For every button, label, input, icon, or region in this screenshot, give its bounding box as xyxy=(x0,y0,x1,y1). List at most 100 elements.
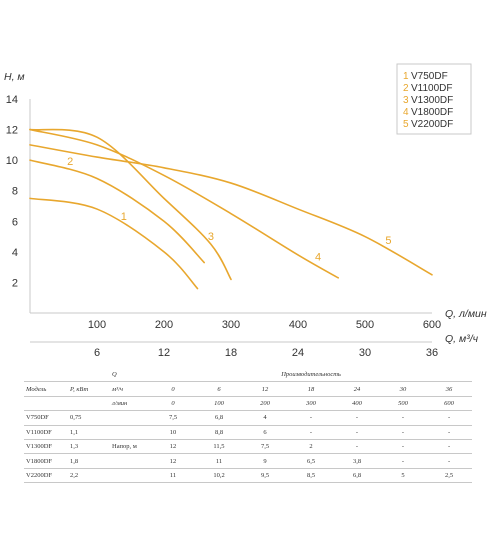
head-value: 12 xyxy=(150,439,196,455)
x2-tick-label: 12 xyxy=(158,347,170,359)
head-value: - xyxy=(426,425,473,440)
head-value: 9 xyxy=(242,453,288,469)
head-value: 8,8 xyxy=(196,425,242,440)
table-row: V1800DF 1,8 12 11 9 6,5 3,8- - xyxy=(24,453,473,469)
head-value: - xyxy=(334,410,380,426)
head-value: 10 xyxy=(150,425,196,440)
flow-lmin-value: 0 xyxy=(150,396,196,412)
legend-number: 1 xyxy=(403,71,409,82)
power-value: 1,3 xyxy=(68,439,110,455)
y-tick-label: 12 xyxy=(6,125,18,137)
curve-label: 1 xyxy=(121,211,127,223)
table-row: V1300DF 1,3 Напор, м 12 11,5 7,5 2- - - xyxy=(24,439,473,455)
flow-m3h-value: 6 xyxy=(196,381,242,397)
flow-lmin-value: 600 xyxy=(426,396,473,412)
power-header: P, кВт xyxy=(68,381,110,397)
x-tick-label: 500 xyxy=(356,319,374,331)
curve-V1100DF xyxy=(29,159,205,264)
x-axis-title: Q, л/мин xyxy=(445,308,487,320)
y-tick-label: 4 xyxy=(12,247,18,259)
head-value: - xyxy=(380,439,426,455)
unit-lmin: л/мин xyxy=(110,396,150,412)
flow-m3h-value: 24 xyxy=(334,381,380,397)
x2-tick-label: 30 xyxy=(359,347,371,359)
head-value: - xyxy=(334,425,380,440)
head-value: 3,8 xyxy=(334,453,380,469)
flow-lmin-value: 200 xyxy=(242,396,288,412)
head-value: - xyxy=(426,439,473,455)
head-value: 2,5 xyxy=(426,468,473,484)
curve-label: 4 xyxy=(315,251,321,263)
curve-V1800DF xyxy=(29,128,339,279)
head-value: 12 xyxy=(150,453,196,469)
x-tick-label: 400 xyxy=(289,319,307,331)
legend-entry: V1100DF xyxy=(411,83,453,94)
legend-number: 4 xyxy=(403,107,409,118)
legend-entry: V2200DF xyxy=(411,119,453,130)
head-label xyxy=(110,410,150,426)
legend-entry: V1800DF xyxy=(411,107,453,118)
model-name: V750DF xyxy=(24,410,68,426)
head-value: 4 xyxy=(242,410,288,426)
x-tick-labels: 100 200 300 400 500 600 xyxy=(88,319,441,331)
curve-label: 3 xyxy=(208,231,214,243)
head-value: 11,5 xyxy=(196,439,242,455)
head-value: 11 xyxy=(196,453,242,469)
head-value: - xyxy=(380,410,426,426)
performance-header: Производительность xyxy=(150,368,473,383)
y-tick-label: 8 xyxy=(12,186,18,198)
flow-m3h-value: 36 xyxy=(426,381,473,397)
power-value: 1,8 xyxy=(68,453,110,469)
performance-table: Q Производительность Модель P, кВт м³/ч 0 6 12 1… xyxy=(24,368,473,484)
x2-tick-label: 24 xyxy=(292,347,304,359)
power-value: 2,2 xyxy=(68,468,110,484)
x-tick-label: 100 xyxy=(88,319,106,331)
table-row: V2200DF 2,2 11 10,2 9,5 8,5 6,8 5 2,5 xyxy=(24,468,473,484)
power-value: 0,75 xyxy=(68,410,110,426)
head-value: 7,5 xyxy=(242,439,288,455)
head-value: 6,8 xyxy=(196,410,242,426)
curve-label: 2 xyxy=(67,156,73,168)
legend-number: 5 xyxy=(403,119,409,130)
x2-tick-label: 18 xyxy=(225,347,237,359)
model-header: Модель xyxy=(24,381,68,397)
x2-tick-labels: 6 12 18 24 30 36 xyxy=(94,347,438,359)
curve-label: 5 xyxy=(385,235,391,247)
y-axis-title: H, м xyxy=(4,71,25,83)
x-tick-label: 200 xyxy=(155,319,173,331)
head-value: 10,2 xyxy=(196,468,242,484)
x2-axis-title: Q, м³/ч xyxy=(445,333,479,345)
power-value: 1,1 xyxy=(68,425,110,440)
head-value: 5 xyxy=(380,468,426,484)
flow-m3h-value: 0 xyxy=(150,381,196,397)
head-value: - xyxy=(334,439,380,455)
head-value: 6,5 xyxy=(288,453,334,469)
model-name: V1100DF xyxy=(24,425,68,440)
head-value: - xyxy=(426,453,473,469)
flow-lmin-value: 400 xyxy=(334,396,380,412)
model-name: V2200DF xyxy=(24,468,68,484)
head-value: 2 xyxy=(288,439,334,455)
y-tick-label: 2 xyxy=(12,277,18,289)
flow-m3h-value: 12 xyxy=(242,381,288,397)
curve-V1300DF xyxy=(29,128,232,281)
table-cell xyxy=(68,368,110,383)
legend-entry: V1300DF xyxy=(411,95,453,106)
head-value: 9,5 xyxy=(242,468,288,484)
flow-lmin-value: 100 xyxy=(196,396,242,412)
curve-labels: 1 2 3 4 5 xyxy=(67,156,391,263)
performance-curves xyxy=(29,128,433,290)
head-value: 7,5 xyxy=(150,410,196,426)
head-value: - xyxy=(380,453,426,469)
legend-number: 3 xyxy=(403,95,409,106)
head-label xyxy=(110,453,150,469)
y-tick-label: 10 xyxy=(6,155,18,167)
head-value: 6,8 xyxy=(334,468,380,484)
head-value: - xyxy=(380,425,426,440)
y-tick-label: 6 xyxy=(12,216,18,228)
table-row: Q Производительность xyxy=(24,368,473,383)
legend-number: 2 xyxy=(403,83,409,94)
x-tick-label: 300 xyxy=(222,319,240,331)
